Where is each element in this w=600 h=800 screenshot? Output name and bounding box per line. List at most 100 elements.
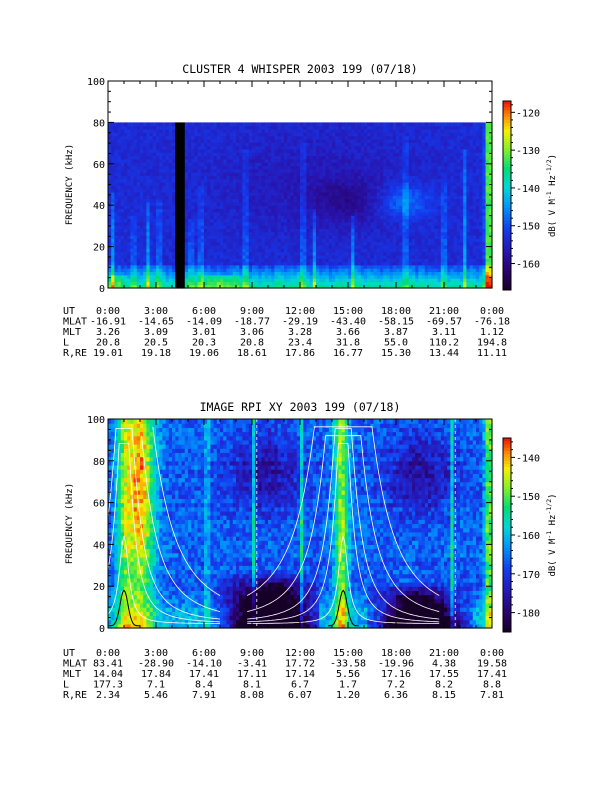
y-axis: 0 20 40 60 80 100 FREQUENCY (kHz) bbox=[65, 77, 492, 295]
y-axis-label: FREQUENCY (kHz) bbox=[65, 144, 75, 225]
ut-value: 0:00 bbox=[96, 648, 120, 659]
mlt-value: 5.56 bbox=[336, 669, 360, 680]
mlt-value: 17.84 bbox=[141, 669, 171, 680]
ut-value: 6:00 bbox=[192, 306, 216, 317]
white-curve bbox=[141, 435, 221, 612]
ut-value: 12:00 bbox=[285, 648, 315, 659]
y-tick-label: 0 bbox=[99, 284, 105, 295]
row-label-l: L bbox=[63, 680, 69, 691]
l-value: 20.3 bbox=[192, 338, 216, 349]
y-tick-label: 60 bbox=[93, 499, 105, 510]
y-tick-label: 80 bbox=[93, 118, 105, 129]
r_re-value: 6.07 bbox=[288, 690, 312, 701]
mlt-value: 17.11 bbox=[237, 669, 267, 680]
mlat-value: -14.10 bbox=[186, 659, 222, 670]
row-label-ut: UT bbox=[63, 306, 75, 317]
ut-value: 12:00 bbox=[285, 306, 315, 317]
y-tick-label: 0 bbox=[99, 624, 105, 635]
white-curve bbox=[107, 443, 221, 623]
row-label-mlt: MLT bbox=[63, 327, 81, 338]
spectrogram-image bbox=[108, 419, 493, 629]
x-axis bbox=[107, 81, 493, 288]
row-label-mlt: MLT bbox=[63, 669, 81, 680]
l-value: 110.2 bbox=[429, 338, 459, 349]
l-value: 6.7 bbox=[291, 680, 309, 691]
r_re-value: 19.18 bbox=[141, 348, 171, 359]
colorbar-tick-label: -160 bbox=[516, 260, 540, 271]
r_re-value: 6.36 bbox=[384, 690, 408, 701]
ut-value: 6:00 bbox=[192, 648, 216, 659]
y-tick-label: 60 bbox=[93, 160, 105, 171]
mlt-value: 1.12 bbox=[480, 327, 504, 338]
l-value: 8.2 bbox=[435, 680, 453, 691]
ut-value: 18:00 bbox=[381, 306, 411, 317]
chart-title: CLUSTER 4 WHISPER 2003 199 (07/18) bbox=[182, 62, 417, 76]
r_re-value: 1.20 bbox=[336, 690, 360, 701]
colorbar: -120 -130 -140 -150 -160 dB( V M-1 Hz-1/2) bbox=[502, 100, 558, 291]
y-axis-label: FREQUENCY (kHz) bbox=[65, 483, 75, 564]
y-tick-label: 20 bbox=[93, 582, 105, 593]
colorbar-tick-label: -170 bbox=[516, 570, 540, 581]
ut-value: 21:00 bbox=[429, 306, 459, 317]
row-label-r_re: R,RE bbox=[63, 690, 87, 701]
ut-value: 18:00 bbox=[381, 648, 411, 659]
mlat-value: -69.57 bbox=[426, 317, 462, 328]
l-value: 7.1 bbox=[147, 680, 165, 691]
white-curve bbox=[247, 443, 440, 623]
r_re-value: 13.44 bbox=[429, 348, 459, 359]
mlt-value: 3.11 bbox=[432, 327, 456, 338]
overlay-curves bbox=[107, 419, 456, 628]
mlt-value: 17.41 bbox=[477, 669, 507, 680]
l-value: 55.0 bbox=[384, 338, 408, 349]
mlt-value: 3.87 bbox=[384, 327, 408, 338]
mlat-value: 4.38 bbox=[432, 659, 456, 670]
l-value: 23.4 bbox=[288, 338, 312, 349]
l-value: 20.8 bbox=[96, 338, 120, 349]
mlat-value: -76.18 bbox=[474, 317, 510, 328]
colorbar-tick-label: -180 bbox=[516, 609, 540, 620]
black-curve bbox=[327, 589, 359, 627]
colorbar-label: dB( V M-1 Hz-1/2) bbox=[545, 493, 558, 576]
colorbar-tick-label: -140 bbox=[516, 453, 540, 464]
chart-panel-1: CLUSTER 4 WHISPER 2003 199 (07/18) 0 20 40 6… bbox=[63, 62, 558, 359]
l-value: 8.8 bbox=[483, 680, 501, 691]
row-label-mlat: MLAT bbox=[63, 317, 87, 328]
mlat-value: -29.19 bbox=[282, 317, 318, 328]
mlat-value: 17.72 bbox=[285, 659, 315, 670]
y-tick-label: 80 bbox=[93, 457, 105, 468]
mlt-value: 17.16 bbox=[381, 669, 411, 680]
y-tick-label: 20 bbox=[93, 243, 105, 254]
row-label-l: L bbox=[63, 338, 69, 349]
mlt-value: 3.26 bbox=[96, 327, 120, 338]
r_re-value: 18.61 bbox=[237, 348, 267, 359]
ephemeris-table: UT 0:00 3:00 6:00 9:00 12:00 15:00 18:00 21:00 0:… bbox=[63, 306, 510, 359]
y-tick-label: 100 bbox=[87, 77, 105, 88]
r_re-value: 15.30 bbox=[381, 348, 411, 359]
mlat-value: -43.40 bbox=[330, 317, 366, 328]
mlt-value: 3.28 bbox=[288, 327, 312, 338]
colorbar-tick-label: -130 bbox=[516, 146, 540, 157]
mlat-value: -14.65 bbox=[138, 317, 174, 328]
black-curve bbox=[108, 589, 140, 627]
colorbar-tick-label: -150 bbox=[516, 492, 540, 503]
l-value: 8.4 bbox=[195, 680, 213, 691]
mlt-value: 17.55 bbox=[429, 669, 459, 680]
spectrogram-image bbox=[108, 122, 493, 289]
white-curve bbox=[247, 426, 440, 596]
r_re-value: 19.01 bbox=[93, 348, 123, 359]
mlat-value: -58.15 bbox=[378, 317, 414, 328]
y-axis: 0 20 40 60 80 100 FREQUENCY (kHz) bbox=[65, 415, 492, 635]
r_re-value: 8.15 bbox=[432, 690, 456, 701]
mlt-value: 3.09 bbox=[144, 327, 168, 338]
chart-panel-2: IMAGE RPI XY 2003 199 (07/18) 0 20 40 60 80 10… bbox=[63, 400, 558, 701]
row-label-ut: UT bbox=[63, 648, 75, 659]
ut-value: 3:00 bbox=[144, 306, 168, 317]
r_re-value: 7.91 bbox=[192, 690, 216, 701]
white-curve bbox=[247, 535, 440, 624]
r_re-value: 5.46 bbox=[144, 690, 168, 701]
mlat-value: -3.41 bbox=[237, 659, 267, 670]
l-value: 1.7 bbox=[339, 680, 357, 691]
r_re-value: 11.11 bbox=[477, 348, 507, 359]
y-tick-label: 40 bbox=[93, 201, 105, 212]
